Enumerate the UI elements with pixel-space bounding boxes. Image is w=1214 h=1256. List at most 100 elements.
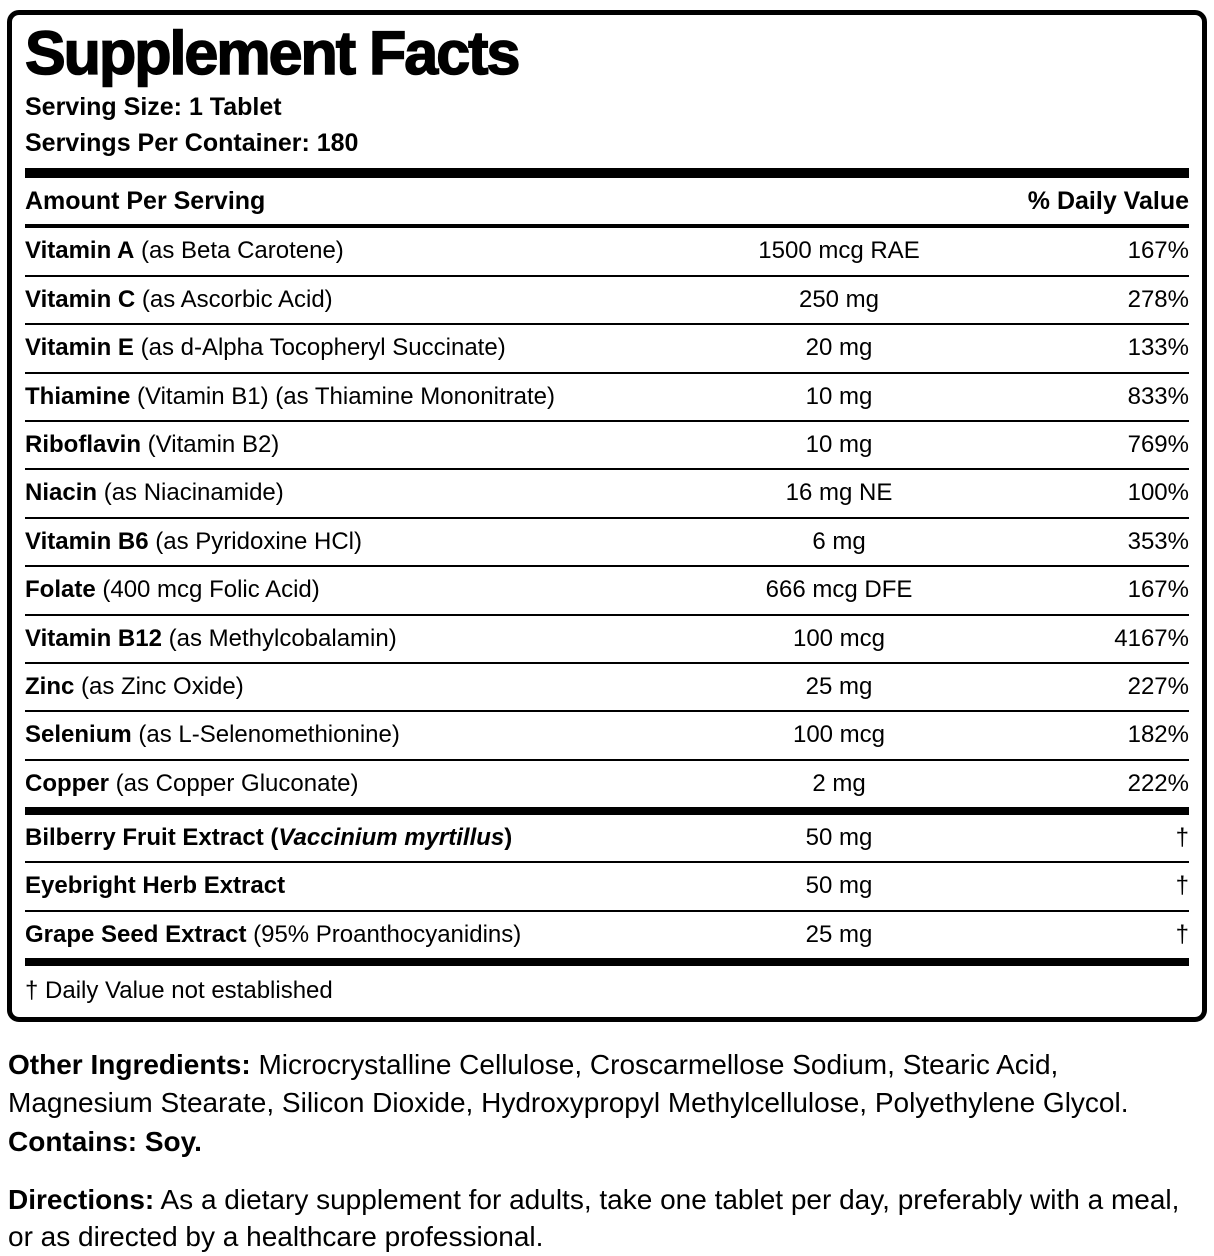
other-ingredients-text: Microcrystalline Cellulose, Croscarmello… — [8, 1049, 1129, 1118]
nutrient-name-cell: Copper (as Copper Gluconate) — [25, 769, 674, 797]
nutrient-daily-value: 182% — [1127, 721, 1189, 749]
table-row: Grape Seed Extract (95% Proanthocyanidin… — [25, 909, 1189, 958]
directions-label: Directions: — [8, 1183, 155, 1215]
nutrient-name-cell: Zinc (as Zinc Oxide) — [25, 672, 674, 700]
separator-thick — [25, 168, 1189, 179]
nutrient-name: Selenium — [25, 721, 132, 749]
nutrient-name-cell: Grape Seed Extract (95% Proanthocyanidin… — [25, 920, 674, 948]
table-row: Selenium (as L-Selenomethionine) 100 mcg… — [25, 710, 1189, 758]
nutrient-name-close: ) — [504, 824, 513, 852]
nutrient-name: Thiamine — [25, 382, 131, 410]
daily-value-footnote: † Daily Value not established — [25, 977, 333, 1005]
nutrient-detail: (as Methylcobalamin) — [161, 624, 397, 652]
nutrient-daily-value: † — [1175, 824, 1189, 852]
nutrient-name: Bilberry Fruit Extract ( — [25, 824, 279, 852]
nutrient-amount: 25 mg — [805, 672, 873, 700]
nutrient-detail: (as Pyridoxine HCl) — [148, 527, 362, 555]
nutrient-daily-value: 278% — [1127, 285, 1189, 313]
nutrient-amount: 20 mg — [805, 334, 873, 362]
nutrient-name-cell: Vitamin B6 (as Pyridoxine HCl) — [25, 527, 674, 555]
nutrient-detail: (as Zinc Oxide) — [74, 672, 244, 700]
nutrient-name-cell: Selenium (as L-Selenomethionine) — [25, 722, 674, 748]
nutrient-name: Vitamin A — [25, 237, 135, 265]
nutrient-daily-value: 222% — [1127, 769, 1189, 797]
nutrient-daily-value: 833% — [1127, 382, 1189, 410]
nutrient-name: Riboflavin — [25, 430, 142, 458]
nutrient-detail: (Vitamin B2) — [141, 430, 280, 458]
nutrient-amount: 1500 mcg RAE — [758, 237, 920, 265]
column-header-amount: Amount Per Serving — [25, 187, 266, 216]
nutrient-name: Grape Seed Extract — [25, 920, 247, 948]
table-row: Vitamin C (as Ascorbic Acid) 250 mg 278% — [25, 274, 1189, 323]
nutrient-name: Vitamin B12 — [25, 624, 162, 652]
separator-group — [25, 807, 1189, 816]
nutrient-detail: (as Ascorbic Acid) — [135, 285, 333, 313]
nutrient-name-cell: Vitamin A (as Beta Carotene) — [25, 238, 674, 264]
servings-per-container: Servings Per Container: 180 — [25, 129, 359, 158]
nutrient-name-cell: Bilberry Fruit Extract (Vaccinium myrtil… — [25, 824, 674, 852]
nutrient-amount: 666 mcg DFE — [765, 576, 913, 604]
nutrient-name: Vitamin C — [25, 285, 136, 313]
directions-text: As a dietary supplement for adults, take… — [8, 1183, 1180, 1253]
nutrient-amount: 50 mg — [805, 872, 873, 900]
nutrient-daily-value: 353% — [1127, 527, 1189, 555]
nutrient-amount: 2 mg — [812, 769, 866, 797]
nutrient-daily-value: 227% — [1127, 672, 1189, 700]
nutrient-rows: Vitamin A (as Beta Carotene) 1500 mcg RA… — [25, 228, 1189, 807]
supplement-facts-panel: Supplement Facts Serving Size: 1 Tablet … — [7, 10, 1207, 1023]
nutrient-detail: (as Copper Gluconate) — [109, 769, 359, 797]
nutrient-detail: (as Niacinamide) — [97, 479, 284, 507]
nutrient-name: Eyebright Herb Extract — [25, 872, 286, 900]
table-row: Niacin (as Niacinamide) 16 mg NE 100% — [25, 468, 1189, 516]
nutrient-detail: (as Beta Carotene) — [134, 237, 344, 265]
nutrient-daily-value: † — [1175, 920, 1189, 948]
nutrient-daily-value: 100% — [1127, 479, 1189, 507]
table-row: Zinc (as Zinc Oxide) 25 mg 227% — [25, 661, 1189, 710]
nutrient-amount: 250 mg — [798, 285, 880, 313]
herbal-rows: Bilberry Fruit Extract (Vaccinium myrtil… — [25, 815, 1189, 958]
table-row: Copper (as Copper Gluconate) 2 mg 222% — [25, 758, 1189, 807]
nutrient-name: Vitamin E — [25, 334, 134, 362]
table-row: Bilberry Fruit Extract (Vaccinium myrtil… — [25, 815, 1189, 861]
other-ingredients-label: Other Ingredients: — [8, 1049, 251, 1081]
nutrient-name: Niacin — [25, 479, 98, 507]
directions-paragraph: Directions: As a dietary supplement for … — [8, 1181, 1206, 1256]
nutrient-detail: (as d-Alpha Tocopheryl Succinate) — [133, 334, 506, 362]
panel-title: Supplement Facts — [24, 19, 521, 87]
table-row: Vitamin A (as Beta Carotene) 1500 mcg RA… — [25, 228, 1189, 274]
nutrient-detail: (95% Proanthocyanidins) — [246, 920, 522, 948]
nutrient-latin-name: Vaccinium myrtillus — [278, 824, 505, 852]
nutrient-name: Zinc — [25, 672, 75, 700]
nutrient-name-cell: Eyebright Herb Extract — [25, 873, 674, 899]
nutrient-amount: 10 mg — [805, 430, 873, 458]
nutrient-name-cell: Riboflavin (Vitamin B2) — [25, 430, 674, 458]
contains-statement: Contains: Soy. — [8, 1126, 202, 1158]
nutrient-detail: (as L-Selenomethionine) — [131, 721, 400, 749]
nutrient-name: Copper — [25, 769, 109, 797]
nutrient-name-cell: Thiamine (Vitamin B1) (as Thiamine Monon… — [25, 382, 674, 410]
table-row: Riboflavin (Vitamin B2) 10 mg 769% — [25, 419, 1189, 468]
nutrient-daily-value: 4167% — [1114, 624, 1189, 652]
nutrient-amount: 25 mg — [805, 920, 873, 948]
nutrient-daily-value: 167% — [1127, 237, 1189, 265]
table-row: Thiamine (Vitamin B1) (as Thiamine Monon… — [25, 371, 1189, 420]
nutrient-detail: (Vitamin B1) (as Thiamine Mononitrate) — [130, 382, 555, 410]
serving-size: Serving Size: 1 Tablet — [25, 92, 282, 121]
table-row: Vitamin E (as d-Alpha Tocopheryl Succina… — [25, 323, 1189, 371]
nutrient-amount: 100 mcg — [792, 721, 886, 749]
nutrient-daily-value: 167% — [1127, 576, 1189, 604]
nutrient-detail: (400 mcg Folic Acid) — [95, 576, 320, 604]
nutrient-name-cell: Vitamin C (as Ascorbic Acid) — [25, 285, 674, 313]
table-row: Eyebright Herb Extract 50 mg † — [25, 861, 1189, 909]
nutrient-amount: 50 mg — [805, 824, 873, 852]
table-row: Vitamin B6 (as Pyridoxine HCl) 6 mg 353% — [25, 516, 1189, 565]
nutrient-amount: 100 mcg — [792, 624, 886, 652]
nutrient-name: Folate — [25, 576, 96, 604]
nutrient-daily-value: 769% — [1127, 430, 1189, 458]
column-header-daily-value: % Daily Value — [1027, 187, 1189, 216]
other-ingredients-paragraph: Other Ingredients: Microcrystalline Cell… — [8, 1046, 1206, 1161]
table-row: Folate (400 mcg Folic Acid) 666 mcg DFE … — [25, 565, 1189, 613]
nutrient-amount: 10 mg — [805, 382, 873, 410]
nutrient-name-cell: Folate (400 mcg Folic Acid) — [25, 576, 674, 604]
nutrient-name-cell: Vitamin E (as d-Alpha Tocopheryl Succina… — [25, 334, 674, 362]
